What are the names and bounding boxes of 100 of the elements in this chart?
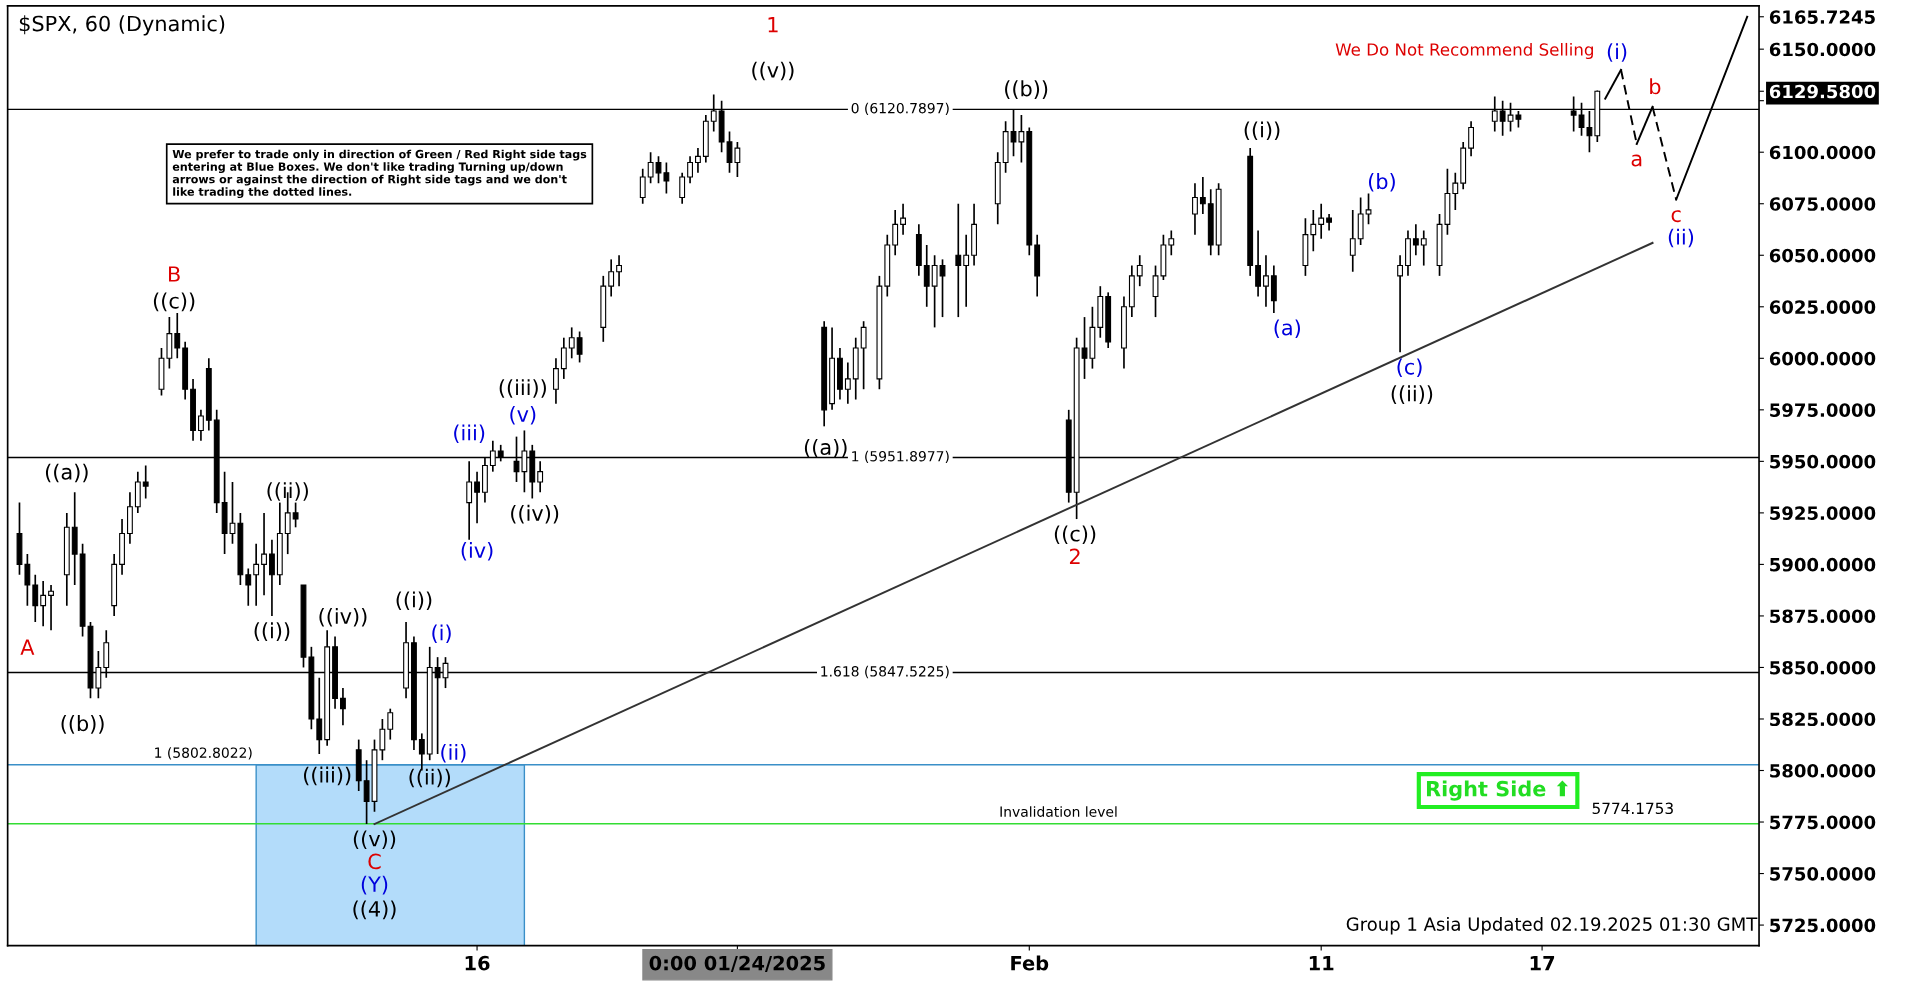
annotation: ((v)) — [752, 61, 794, 81]
y-tick-label: 5975.0000 — [1770, 403, 1876, 417]
candlestick — [1168, 229, 1175, 257]
y-tick-label: 5725.0000 — [1770, 918, 1876, 933]
annotation: (v) — [510, 405, 536, 425]
candlestick — [198, 408, 204, 442]
y-tick-label: 5925.0000 — [1770, 506, 1876, 520]
candlestick — [1412, 223, 1419, 257]
annotation: C — [368, 853, 381, 870]
candlestick — [955, 202, 962, 318]
candlestick — [892, 209, 899, 257]
annotation: ((iv)) — [319, 607, 367, 627]
candlestick — [860, 320, 867, 391]
annotation: ((ii)) — [409, 768, 450, 788]
y-tick-label: 5875.0000 — [1770, 609, 1876, 624]
candlestick — [174, 312, 181, 360]
candlestick — [1420, 229, 1427, 267]
candlestick — [142, 464, 149, 500]
annotation: ((v)) — [353, 830, 396, 850]
candlestick — [253, 542, 260, 607]
annotation: (i) — [432, 624, 451, 643]
candlestick — [292, 501, 299, 529]
annotation: ((i)) — [1244, 121, 1280, 141]
candlestick — [245, 567, 252, 607]
candlestick — [1452, 171, 1459, 211]
candlestick — [679, 171, 686, 205]
annotation: a — [1631, 154, 1642, 167]
annotation: ((iii)) — [499, 379, 546, 398]
candlestick — [466, 460, 473, 541]
candlestick — [32, 573, 39, 623]
annotation: ((ii)) — [267, 482, 308, 501]
candlestick — [48, 584, 54, 632]
candlestick — [900, 202, 906, 236]
candlestick — [340, 687, 346, 726]
ref-line-label: 0 (6120.7897) — [851, 102, 949, 116]
annotation: A — [20, 639, 35, 655]
y-tick-label: 6165.7245 — [1769, 10, 1875, 24]
candlestick — [560, 336, 567, 380]
annotation: ((i)) — [396, 591, 432, 610]
y-tick-label: 6100.0000 — [1769, 145, 1876, 160]
y-tick-label: 6075.0000 — [1769, 197, 1876, 211]
candlestick — [687, 155, 693, 184]
annotation: ((b)) — [1005, 80, 1048, 99]
annotation: ((iii)) — [304, 766, 351, 786]
y-tick-label: 5825.0000 — [1770, 712, 1876, 727]
y-tick-label: 6000.0000 — [1769, 351, 1876, 366]
annotation: 5774.1753 — [1592, 802, 1673, 815]
y-tick-label: 5775.0000 — [1770, 815, 1876, 830]
y-tick-label: 5850.0000 — [1770, 660, 1876, 675]
annotation: ((iv)) — [511, 504, 559, 524]
candlestick — [1255, 229, 1262, 298]
candlestick — [24, 553, 31, 607]
candlestick — [844, 361, 851, 405]
candlestick — [474, 470, 480, 525]
annotation: Right Side ⬆ — [1426, 780, 1568, 801]
candlestick — [923, 244, 930, 308]
y-tick-label: 5950.0000 — [1770, 454, 1876, 469]
annotation: ((i)) — [254, 622, 290, 641]
y-tick-label: 6050.0000 — [1769, 248, 1876, 263]
x-tick-label: 11 — [1309, 956, 1334, 971]
annotation: (iv) — [461, 541, 493, 561]
ref-line-label: 1 (5951.8977) — [852, 450, 949, 464]
candlestick — [568, 326, 575, 360]
annotation: (c) — [1397, 358, 1422, 378]
annotation: ((c)) — [1054, 525, 1096, 545]
annotation: ((c)) — [153, 292, 195, 312]
annotation: (i) — [1607, 43, 1627, 62]
annotation: B — [169, 266, 180, 282]
candlestick — [40, 580, 47, 628]
y-tick-label: 6025.0000 — [1769, 300, 1876, 314]
candlestick — [316, 676, 323, 755]
candlestick — [963, 233, 970, 308]
chart-title: $SPX, 60 (Dynamic) — [19, 15, 225, 36]
candlestick — [608, 258, 615, 298]
annotation: (b) — [1368, 173, 1395, 192]
x-tick-label: 0:00 01/24/2025 — [649, 955, 825, 972]
candlestick — [1310, 209, 1317, 252]
ref-line-label: 1.618 (5847.5225) — [821, 665, 949, 679]
candlestick — [1263, 254, 1269, 308]
annotation: 2 — [1069, 548, 1080, 564]
y-tick-label: 5750.0000 — [1770, 867, 1876, 881]
candlestick — [695, 147, 701, 174]
candlestick — [1365, 192, 1372, 226]
candlestick — [261, 512, 267, 597]
annotation: ((b)) — [61, 715, 104, 734]
annotation: 1 — [768, 17, 778, 33]
annotation: Group 1 Asia Updated 02.19.2025 01:30 GMT — [1346, 916, 1758, 935]
candlestick — [1318, 202, 1325, 240]
annotation: (ii) — [1668, 228, 1694, 248]
annotation: (a) — [1274, 319, 1300, 338]
candlestick — [576, 330, 583, 364]
candlestick — [1349, 209, 1356, 273]
annotation: (iii) — [454, 424, 485, 444]
candlestick — [387, 707, 394, 741]
annotation: (ii) — [441, 743, 466, 763]
x-tick-label: Feb — [1011, 955, 1049, 971]
annotation: (Y) — [361, 875, 388, 895]
candlestick — [1468, 120, 1475, 158]
y-tick-label: 5800.0000 — [1770, 763, 1876, 778]
ref-line-label: 1 (5802.8022) — [155, 747, 252, 760]
